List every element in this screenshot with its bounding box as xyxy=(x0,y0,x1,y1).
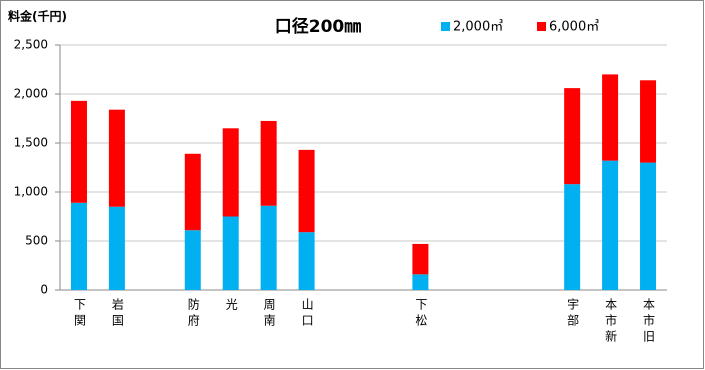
legend-label: 6,000㎥ xyxy=(549,20,599,35)
bar-segment xyxy=(602,160,619,290)
bar-segment xyxy=(222,128,239,217)
x-tick-label: 光 xyxy=(224,298,238,314)
legend-swatch xyxy=(537,22,546,31)
bar-segment xyxy=(184,153,201,231)
bar-segment xyxy=(640,162,657,290)
bar-segment xyxy=(184,230,201,290)
bar-segment xyxy=(108,109,125,207)
y-tick-label: 0 xyxy=(40,283,48,297)
bar-segment xyxy=(298,149,315,233)
bar-segment xyxy=(564,88,581,185)
bar-segment xyxy=(640,80,657,163)
y-tick-label: 500 xyxy=(25,234,48,248)
bar-segment xyxy=(602,74,619,161)
bar-segment xyxy=(108,206,125,290)
x-tick-label: 周南 xyxy=(262,298,276,330)
bar-segment xyxy=(222,216,239,290)
x-tick-label: 岩国 xyxy=(110,297,124,330)
bar-segment xyxy=(564,184,581,290)
y-tick-label: 2,000 xyxy=(14,87,48,101)
x-tick-label: 山口 xyxy=(300,298,314,330)
y-tick-label: 1,000 xyxy=(14,185,48,199)
bar-segment xyxy=(260,120,277,206)
bar-segment xyxy=(298,232,315,290)
chart-title: 口径200㎜ xyxy=(275,16,362,37)
y-tick-label: 1,500 xyxy=(14,136,48,150)
bar-segment xyxy=(412,274,429,290)
legend-label: 2,000㎥ xyxy=(453,20,503,35)
bar-segment xyxy=(412,243,429,275)
bar-segment xyxy=(260,205,277,290)
x-tick-label: 下松 xyxy=(414,298,428,330)
x-tick-label: 本市新 xyxy=(604,298,618,346)
bar-segment xyxy=(70,100,87,203)
y-axis-label: 料金(千円) xyxy=(8,9,67,24)
legend-swatch xyxy=(441,22,450,31)
bar-segment xyxy=(70,202,87,290)
x-tick-label: 宇部 xyxy=(566,298,580,330)
y-tick-label: 2,500 xyxy=(14,38,48,52)
x-tick-label: 下関 xyxy=(72,298,86,330)
x-tick-label: 防府 xyxy=(186,297,200,330)
x-tick-label: 本市旧 xyxy=(642,298,656,346)
